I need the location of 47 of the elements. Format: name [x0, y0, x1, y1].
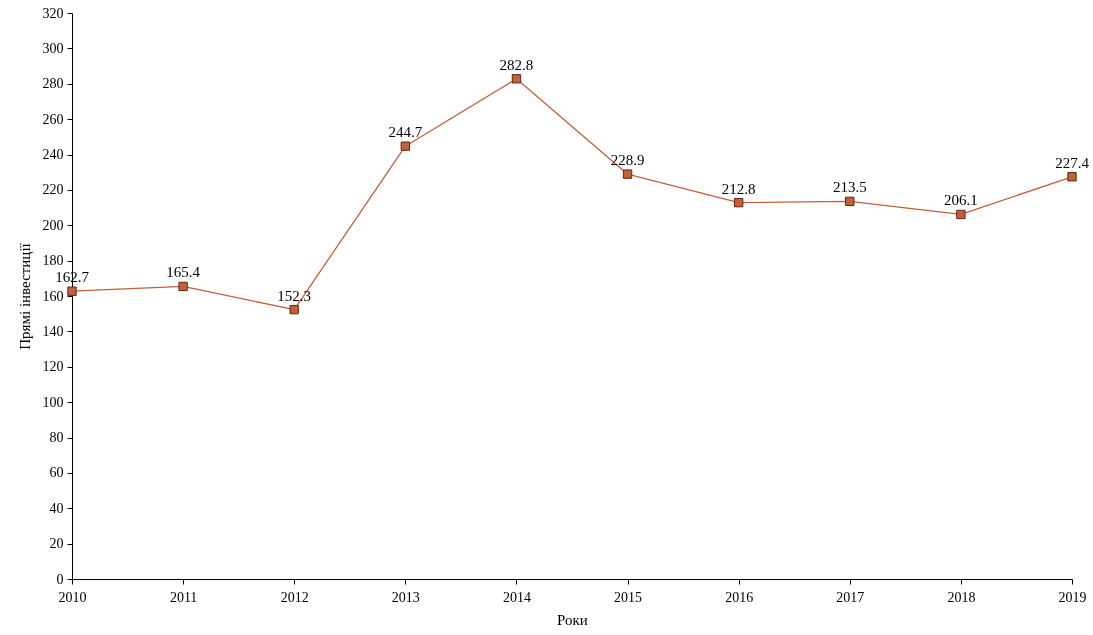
data-label: 227.4 [1055, 154, 1090, 171]
y-tick-label: 140 [42, 323, 64, 339]
x-tick-label: 2015 [614, 589, 643, 605]
point [289, 304, 299, 315]
y-tick-label: 260 [42, 111, 64, 127]
data-label: 228.9 [610, 152, 645, 169]
y-tick-label: 60 [49, 465, 64, 481]
x-tick-label: 2012 [280, 589, 309, 605]
point [1067, 172, 1077, 182]
y-tick-label: 20 [49, 536, 64, 552]
point [622, 169, 633, 179]
y-tick-label: 40 [49, 500, 64, 516]
y-tick-label: 100 [42, 394, 64, 410]
y-tick-label: 200 [42, 217, 64, 233]
y-tick-label: 160 [42, 288, 64, 304]
point [511, 74, 522, 84]
y-tick-label: 120 [42, 359, 64, 375]
y-tick-label: 240 [42, 147, 64, 162]
x-tick-label: 2014 [502, 589, 531, 605]
point [956, 209, 966, 220]
point [67, 286, 77, 296]
x-tick-label: 2017 [836, 589, 865, 605]
data-label: 244.7 [388, 124, 423, 141]
x-axis-title: Роки [557, 611, 588, 628]
y-tick-label: 80 [49, 430, 64, 445]
y-tick-label: 180 [42, 253, 64, 269]
data-label: 165.4 [166, 264, 201, 281]
point [178, 281, 188, 292]
point [845, 196, 855, 207]
data-label: 282.8 [499, 56, 534, 73]
data-label: 206.1 [944, 192, 978, 209]
x-tick-label: 2011 [169, 589, 198, 605]
x-tick-label: 2013 [391, 589, 420, 605]
y-tick-label: 220 [42, 182, 64, 198]
data-label: 213.5 [832, 179, 867, 196]
x-tick-label: 2016 [725, 589, 754, 605]
y-tick-label: 280 [42, 76, 64, 92]
x-tick-label: 2010 [58, 589, 87, 605]
y-tick-label: 300 [42, 40, 64, 56]
y-tick-label: 320 [42, 5, 64, 21]
y-tick-label: 0 [56, 571, 64, 587]
x-tick-label: 2019 [1058, 589, 1087, 605]
point [400, 141, 411, 151]
y-axis-title: Прямі інвестиції [16, 242, 33, 350]
x-tick-label: 2018 [947, 589, 976, 605]
point [733, 197, 744, 208]
data-label: 212.8 [721, 180, 756, 197]
